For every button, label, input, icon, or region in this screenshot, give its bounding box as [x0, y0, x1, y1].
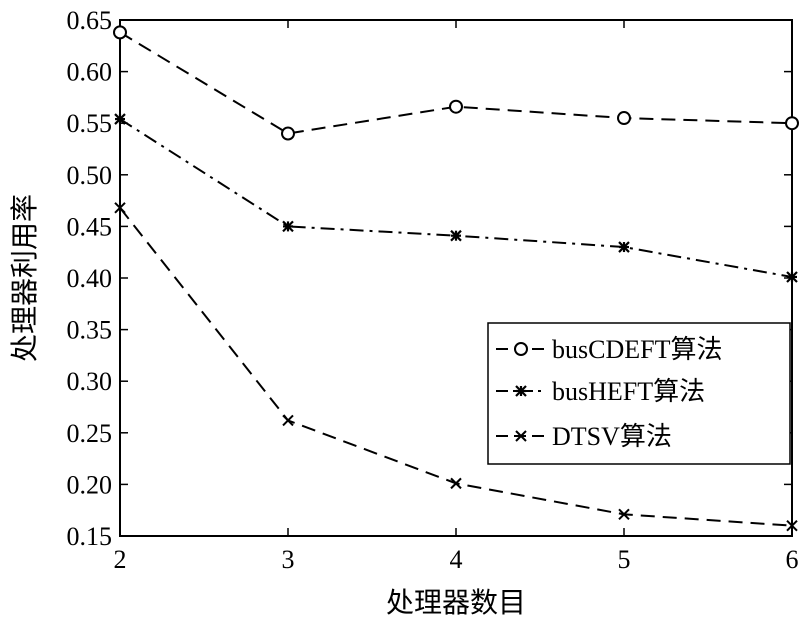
y-tick-label: 0.50	[67, 161, 113, 190]
data-point	[282, 220, 294, 233]
data-point	[450, 477, 462, 490]
data-point	[282, 414, 294, 427]
series-1	[114, 113, 798, 283]
data-point	[113, 25, 127, 40]
legend-entry-dtsv: DTSV算法	[496, 422, 672, 451]
data-point	[785, 116, 799, 131]
y-tick-label: 0.60	[67, 58, 113, 87]
legend-marker-busheft	[515, 385, 527, 397]
legend-entry-buscdeft: busCDEFT算法	[496, 335, 722, 364]
y-tick-label: 0.20	[67, 470, 113, 499]
x-tick-label: 3	[282, 545, 295, 574]
y-axis: 0.15 0.20 0.25 0.30 0.35 0.40 0.45 0.50 0.55 0.60…	[67, 6, 792, 551]
legend-label-dtsv: DTSV算法	[552, 422, 672, 451]
y-tick-label: 0.15	[67, 522, 113, 551]
data-point	[114, 113, 126, 125]
data-point	[618, 508, 630, 521]
data-point	[281, 126, 295, 141]
series-line	[119, 31, 793, 135]
x-tick-label: 5	[618, 545, 631, 574]
legend: busCDEFT算法 busHEFT算法 DTSV算法	[487, 322, 791, 465]
legend-label-buscdeft: busCDEFT算法	[552, 335, 722, 364]
legend-entry-busheft: busHEFT算法	[496, 377, 705, 406]
x-tick-label: 2	[114, 545, 127, 574]
data-point	[449, 99, 463, 114]
series-0	[113, 25, 799, 141]
x-tick-label: 4	[450, 545, 463, 574]
legend-marker-buscdeft	[514, 342, 528, 356]
legend-marker	[515, 385, 527, 397]
legend-marker-dtsv	[515, 430, 527, 442]
legend-marker	[515, 430, 527, 442]
series-line	[119, 118, 793, 278]
y-tick-label: 0.30	[67, 367, 113, 396]
y-tick-label: 0.65	[67, 6, 113, 35]
y-tick-label: 0.45	[67, 212, 113, 241]
legend-marker	[514, 342, 528, 356]
data-point	[786, 519, 798, 532]
series-layer	[113, 25, 799, 532]
y-axis-title: 处理器利用率	[9, 194, 41, 362]
data-point	[618, 241, 630, 253]
legend-label-busheft: busHEFT算法	[552, 377, 705, 406]
legend-box	[487, 322, 791, 465]
data-point	[617, 111, 631, 126]
x-axis: 2 3 4 5 6	[114, 20, 799, 574]
data-point	[114, 202, 126, 214]
y-tick-label: 0.55	[67, 109, 113, 138]
x-tick-label: 6	[786, 545, 799, 574]
y-tick-label: 0.40	[67, 264, 113, 293]
series-2	[114, 202, 798, 532]
data-point	[786, 271, 798, 283]
y-tick-label: 0.25	[67, 419, 113, 448]
y-tick-label: 0.35	[67, 316, 113, 345]
data-point	[450, 229, 462, 242]
x-axis-title: 处理器数目	[386, 587, 526, 619]
